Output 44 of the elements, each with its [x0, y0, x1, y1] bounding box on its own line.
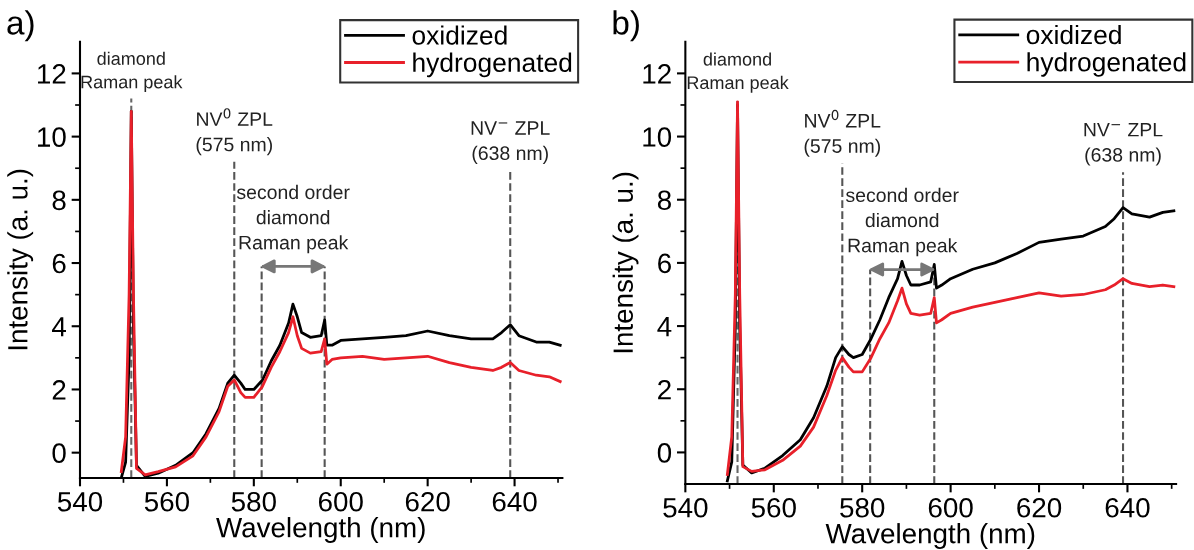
x-axis-title: Wavelength (nm)	[216, 517, 425, 543]
y-tick-label: 0	[52, 443, 66, 463]
x-tick-label: 620	[1017, 497, 1062, 518]
x-tick-label: 540	[57, 491, 103, 512]
y-tick-label: 4	[51, 317, 66, 337]
x-tick-label: 560	[751, 497, 796, 518]
y-tick-label: 2	[52, 380, 66, 400]
legend-label: oxidized	[412, 25, 507, 45]
legend-label: hydrogenated	[413, 52, 572, 78]
x-tick-label: 560	[144, 491, 189, 512]
ref-line-label: NV$^{−}$ ZPL (638 nm)	[471, 121, 550, 164]
y-tick-label: 10	[643, 127, 672, 147]
ref-line-label: diamond Raman peak	[687, 52, 789, 93]
x-tick-label: 620	[405, 491, 450, 512]
x-tick-label: 600	[318, 491, 363, 512]
x-tick-label: 600	[928, 497, 973, 518]
annotation: second order diamond Raman peak	[236, 184, 350, 254]
x-tick-label: 580	[231, 491, 276, 512]
y-tick-label: 6	[52, 253, 66, 274]
y-tick-label: 4	[657, 317, 672, 337]
x-axis-title: Wavelength (nm)	[825, 523, 1035, 549]
y-axis-title: Intensity (a. u.)	[612, 172, 639, 353]
x-tick-label: 640	[1105, 497, 1150, 518]
legend-label: oxidized	[1026, 24, 1121, 45]
y-tick-label: 10	[38, 127, 66, 147]
y-tick-label: 12	[38, 64, 66, 84]
y-tick-label: 8	[657, 190, 671, 211]
ref-line-label: NV$^{−}$ ZPL (638 nm)	[1084, 122, 1163, 166]
y-tick-label: 0	[657, 443, 672, 463]
x-tick-label: 640	[492, 491, 537, 512]
annotation: second order diamond Raman peak	[846, 187, 959, 257]
y-tick-label: 6	[658, 253, 671, 274]
ref-line-label: NV$^{0}$ ZPL (575 nm)	[804, 109, 881, 157]
x-tick-label: 580	[840, 497, 885, 518]
y-tick-label: 8	[52, 190, 66, 211]
ref-line-label: NV$^{0}$ ZPL (575 nm)	[196, 108, 273, 156]
x-tick-label: 540	[663, 497, 708, 518]
chart-title: a)	[7, 10, 34, 42]
chart-title: b)	[613, 10, 639, 42]
legend-label: hydrogenated	[1027, 52, 1186, 77]
y-axis-title: Intensity (a. u.)	[7, 169, 34, 350]
y-tick-label: 2	[658, 379, 671, 400]
ref-line-label: diamond Raman peak	[81, 51, 183, 92]
y-tick-label: 12	[643, 64, 671, 84]
